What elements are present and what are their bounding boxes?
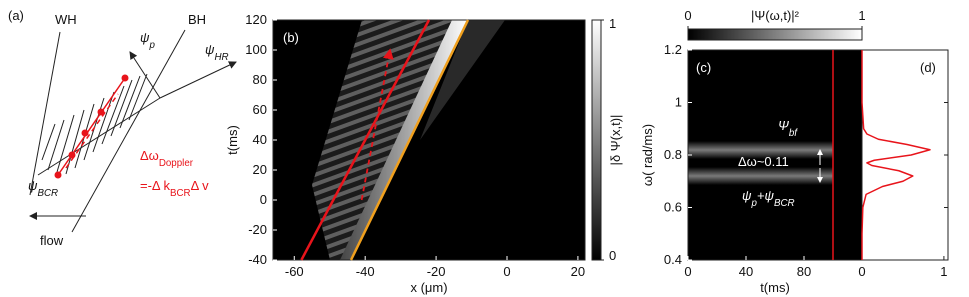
annotation: Ψbf [778,118,798,139]
y-tick-label: -40 [248,252,267,267]
text-part: Δω [140,148,159,163]
trajectory-line [300,19,431,261]
text-part: +ψ [757,188,775,203]
x-tick-label: 1 [940,264,947,279]
y-tick-label: 60 [253,102,267,117]
y-tick-label: 80 [253,72,267,87]
panel-label: (d) [920,60,936,75]
text-part: BCR [37,188,58,199]
y-tick-label: 0.4 [664,252,682,267]
colorbar-tick-label: 0 [609,248,616,263]
flow-label: flow [40,233,64,248]
trajectory-line [360,48,394,201]
wh-line [29,31,61,196]
x-tick-label: 20 [571,264,585,279]
colorbar-tick-label: 1 [858,8,865,23]
psi-bcr-label: ψBCR [28,178,58,199]
text-part: Ψ [778,118,789,133]
x-axis-label: t(ms) [760,280,790,295]
text-part: Δω~0.11 [738,154,789,169]
text-part: Δ v [191,178,210,193]
annotation: ψp+ψBCR [742,188,795,209]
wavefronts [41,73,148,175]
x-tick-label: -20 [427,264,446,279]
x-tick-label: 80 [797,264,811,279]
y-tick-label: 1 [675,95,682,110]
psi-p-arrow [129,51,161,99]
y-tick-label: 120 [245,12,267,27]
bh-line [71,29,186,233]
psi-hr-arrow [159,61,237,99]
x-tick-label: 0 [684,264,691,279]
text-part: HR [214,52,228,63]
x-tick-label: 40 [739,264,753,279]
colorbar [687,28,863,41]
doppler-label: ΔωDoppler [140,148,194,169]
plot-c: 0 40 80 0.4 0.6 0.8 1 1.2 t(ms) ω( rad/ms) (c) Ψbf Δ… [640,8,949,295]
y-tick-label: -20 [248,222,267,237]
text-part: BCR [774,198,795,209]
colorbar-label: |δ Ψ(x,t)| [608,115,623,166]
y-tick-label: 100 [245,42,267,57]
colorbar-tick-label: 1 [609,16,616,31]
text-part: p [148,40,155,51]
text-part: Doppler [159,158,194,169]
y-tick-label: 20 [253,162,267,177]
panel-label: (c) [696,60,711,75]
y-tick-label: 0 [260,192,267,207]
spectrum-line [861,50,931,260]
psi-p-label: ψp [140,30,155,51]
y-tick-label: 0.6 [664,200,682,215]
text-part: BCR [170,188,191,199]
panel-label: (b) [283,30,299,45]
x-tick-label: 0 [858,264,865,279]
y-tick-label: 0.8 [664,147,682,162]
x-tick-label: -60 [285,264,304,279]
text-part: ψ [205,42,215,57]
colorbar-label: |Ψ(ω,t)|² [751,8,800,23]
x-axis-label: x (μm) [410,280,447,295]
bh-label: BH [188,12,206,27]
text-part: p [750,198,757,209]
annotation: Δω~0.11 [738,154,789,169]
spectrum-frame [861,49,949,261]
doppler-equation: =-Δ kBCRΔ v [140,178,209,199]
y-tick-label: 1.2 [664,42,682,57]
psi-hr-label: ψHR [205,42,229,63]
x-tick-label: -40 [356,264,375,279]
text-part: bf [789,128,798,139]
plot-b: -60 -40 -20 0 20 -40 -20 0 20 40 60 80 100 120 x (μm) t… [225,12,623,295]
panel-label: (a) [8,8,24,23]
axis-line [37,97,161,176]
wh-label: WH [55,12,77,27]
y-axis-label: t(ms) [225,125,240,155]
y-tick-label: 40 [253,132,267,147]
x-tick-label: 0 [503,264,510,279]
text-part: =-Δ k [140,178,170,193]
text-part: ψ [140,30,150,45]
colorbar [591,19,602,261]
text-part: ψ [742,188,752,203]
y-axis-label: ω( rad/ms) [640,124,655,186]
diagram: (a) WH BH ψp ψHR ψBCR flow ΔωDoppler =-Δ… [8,8,237,248]
trajectory-line [349,19,470,261]
colorbar-tick-label: 0 [684,8,691,23]
text-part: ψ [28,178,38,193]
heatmap-b [273,20,585,260]
bcr-trajectory [54,74,129,179]
